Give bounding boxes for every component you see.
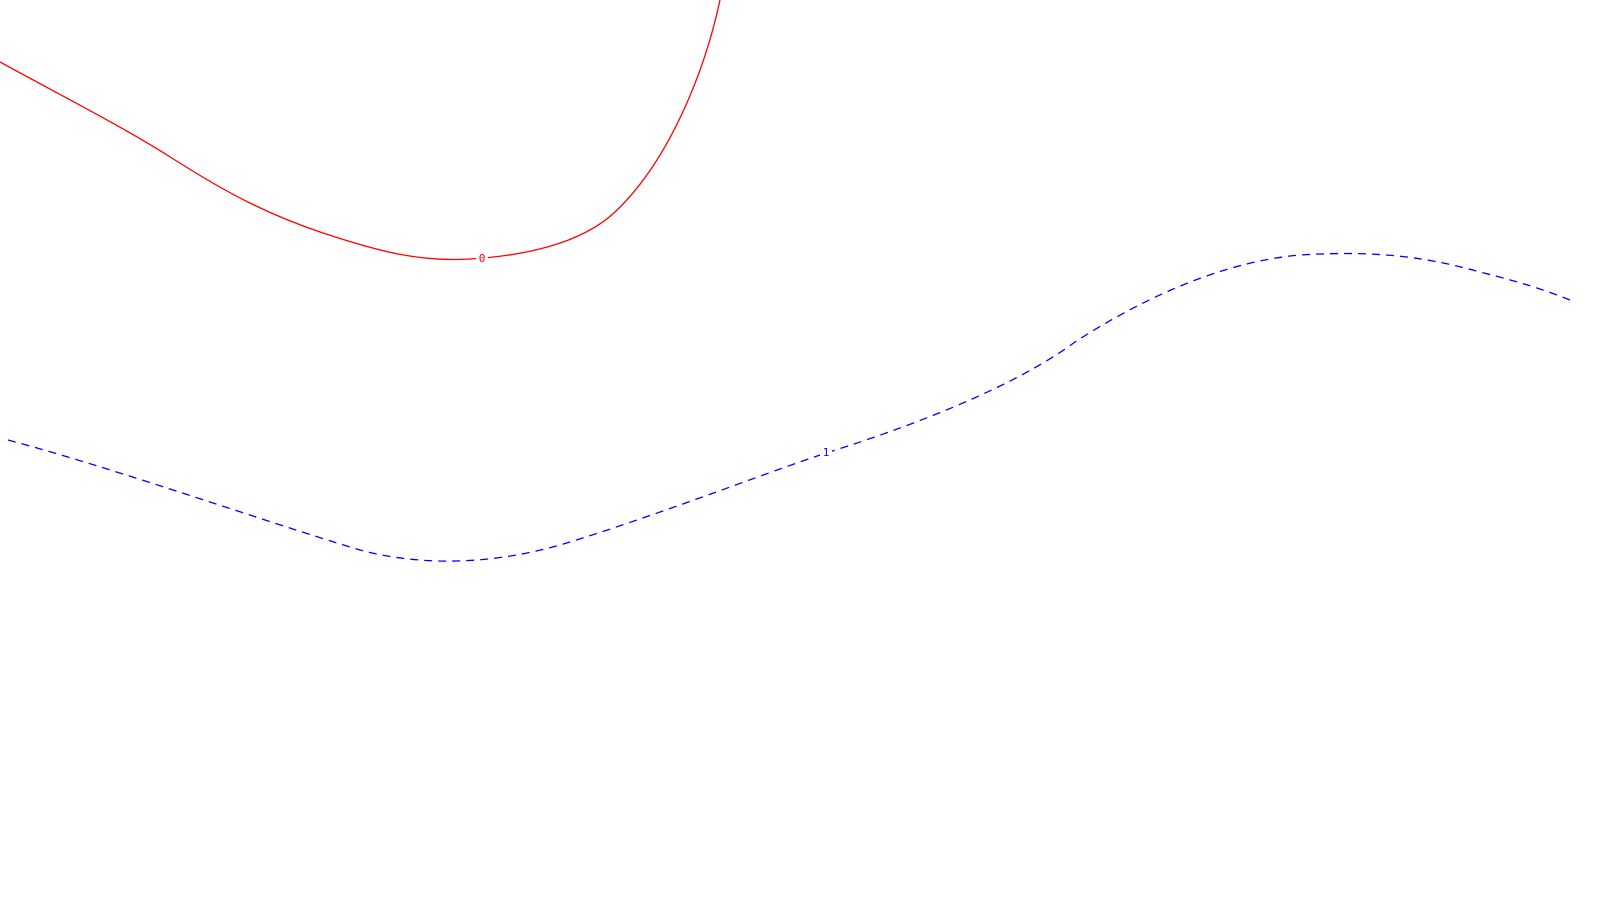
curve-1: 1 bbox=[7, 252, 1571, 562]
curve-1-label-bg bbox=[820, 446, 832, 459]
curve-0-label: 0 bbox=[479, 252, 486, 265]
curve-1-line bbox=[7, 252, 1571, 562]
curve-0-label-bg bbox=[476, 252, 488, 265]
curve-0: 0 bbox=[0, 0, 721, 265]
curve-0-line bbox=[0, 0, 721, 261]
curve-1-label: 1 bbox=[823, 446, 830, 459]
